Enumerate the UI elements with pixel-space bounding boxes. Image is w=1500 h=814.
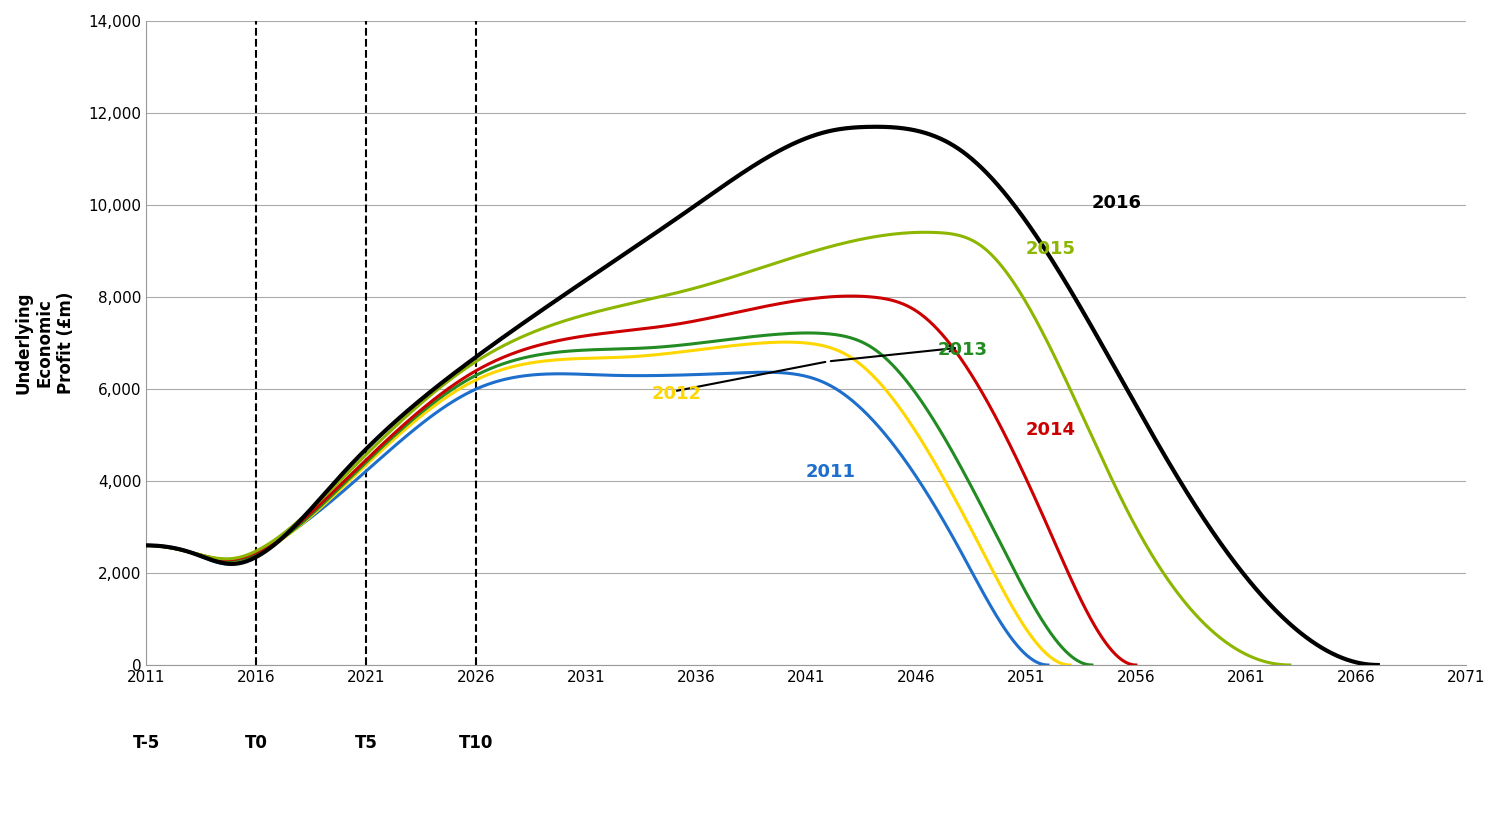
Y-axis label: Underlying
Economic
Profit (£m): Underlying Economic Profit (£m) bbox=[15, 291, 75, 394]
Text: T0: T0 bbox=[244, 734, 267, 752]
Text: T5: T5 bbox=[356, 734, 378, 752]
Text: 2012: 2012 bbox=[652, 384, 702, 403]
Text: 2013: 2013 bbox=[938, 341, 988, 359]
Text: T-5: T-5 bbox=[132, 734, 160, 752]
Text: T10: T10 bbox=[459, 734, 494, 752]
Text: 2014: 2014 bbox=[1026, 422, 1075, 440]
Text: 2016: 2016 bbox=[1092, 194, 1142, 212]
Text: 2015: 2015 bbox=[1026, 239, 1075, 258]
Text: 2011: 2011 bbox=[806, 463, 856, 481]
